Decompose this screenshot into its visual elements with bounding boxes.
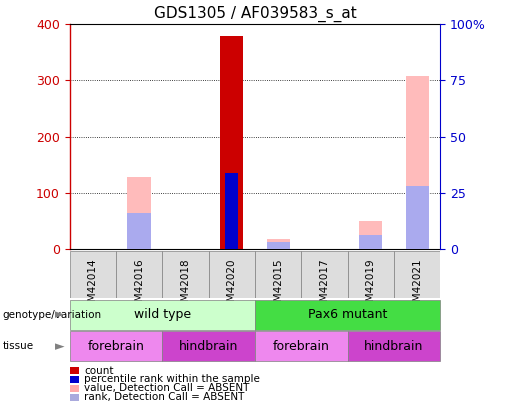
Bar — [70, 331, 162, 361]
Text: wild type: wild type — [134, 308, 191, 322]
Bar — [128, 177, 150, 249]
Bar — [301, 251, 348, 298]
Bar — [394, 251, 440, 298]
Bar — [209, 251, 255, 298]
Text: GSM42017: GSM42017 — [319, 258, 330, 315]
Bar — [359, 221, 382, 249]
Bar — [70, 300, 255, 330]
Bar — [359, 235, 382, 249]
Text: ►: ► — [55, 309, 64, 322]
Bar — [348, 331, 440, 361]
Title: GDS1305 / AF039583_s_at: GDS1305 / AF039583_s_at — [153, 5, 356, 21]
Text: GSM42014: GSM42014 — [88, 258, 98, 315]
Text: GSM42016: GSM42016 — [134, 258, 144, 315]
Bar — [70, 251, 116, 298]
Text: forebrain: forebrain — [88, 339, 144, 353]
Text: value, Detection Call = ABSENT: value, Detection Call = ABSENT — [84, 384, 249, 393]
Text: GSM42015: GSM42015 — [273, 258, 283, 315]
Bar — [220, 36, 243, 249]
Bar — [162, 251, 209, 298]
Text: percentile rank within the sample: percentile rank within the sample — [84, 375, 260, 384]
Text: hindbrain: hindbrain — [179, 339, 238, 353]
Text: rank, Detection Call = ABSENT: rank, Detection Call = ABSENT — [84, 392, 244, 402]
Bar — [405, 186, 428, 249]
Bar — [220, 173, 243, 249]
Text: genotype/variation: genotype/variation — [3, 310, 101, 320]
Bar — [255, 251, 301, 298]
Bar — [267, 239, 289, 249]
Bar — [267, 242, 289, 249]
Text: GSM42021: GSM42021 — [412, 258, 422, 315]
Text: tissue: tissue — [3, 341, 33, 351]
Bar — [348, 251, 394, 298]
Bar — [255, 331, 348, 361]
Text: GSM42020: GSM42020 — [227, 258, 237, 315]
Bar — [128, 213, 150, 249]
Bar — [116, 251, 162, 298]
Text: GSM42018: GSM42018 — [180, 258, 191, 315]
Text: count: count — [84, 366, 113, 375]
Bar — [162, 331, 255, 361]
Text: forebrain: forebrain — [273, 339, 330, 353]
Text: GSM42019: GSM42019 — [366, 258, 376, 315]
Bar — [405, 76, 428, 249]
Text: ►: ► — [55, 340, 64, 353]
Bar — [226, 173, 238, 249]
Text: hindbrain: hindbrain — [364, 339, 424, 353]
Bar — [255, 300, 440, 330]
Text: Pax6 mutant: Pax6 mutant — [308, 308, 387, 322]
